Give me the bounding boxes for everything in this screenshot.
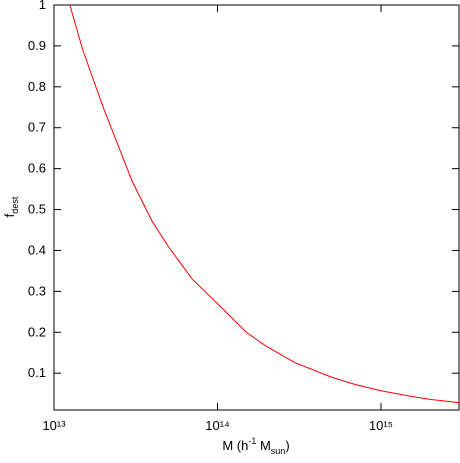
y-axis-label: fdest	[2, 196, 20, 217]
x-label-sub: sun	[271, 446, 286, 456]
x-axis-label: M (h-1 Msun)	[222, 436, 289, 456]
x-label-part: )	[285, 438, 289, 453]
x-tick-label: 10¹⁵	[369, 418, 393, 433]
x-label-part: M (h	[222, 438, 248, 453]
x-tick-label: 10¹³	[42, 418, 66, 433]
y-tick-label: 0.3	[28, 283, 46, 298]
y-label-sub: dest	[10, 196, 20, 214]
y-tick-label: 0.2	[28, 324, 46, 339]
y-tick-label: 0.6	[28, 161, 46, 176]
y-tick-label: 0.9	[28, 38, 46, 53]
data-line	[69, 4, 460, 404]
y-tick-label: 0.7	[28, 120, 46, 135]
x-label-sup: -1	[248, 436, 256, 446]
y-tick-label: 0.1	[28, 365, 46, 380]
plot-frame	[53, 4, 460, 411]
y-label-part: f	[2, 213, 17, 217]
y-tick-label: 1	[39, 0, 46, 12]
x-tick-label: 10¹⁴	[205, 418, 229, 433]
y-tick-label: 0.5	[28, 202, 46, 217]
x-label-part: M	[256, 438, 270, 453]
y-tick-label: 0.8	[28, 79, 46, 94]
y-tick-label: 0.4	[28, 242, 46, 257]
